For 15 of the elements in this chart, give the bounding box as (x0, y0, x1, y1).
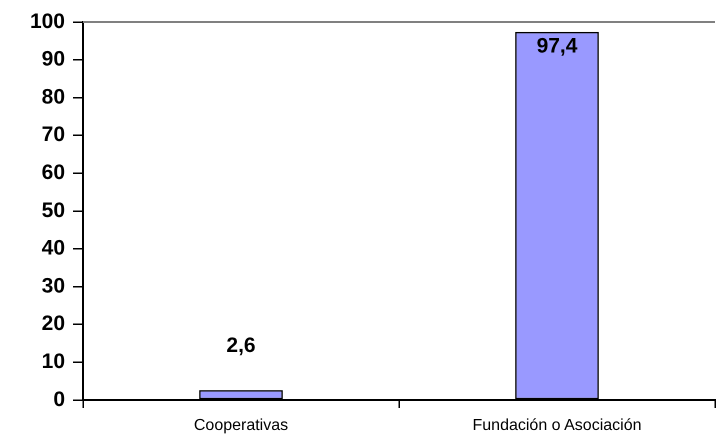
data-label: 2,6 (226, 334, 256, 357)
y-tick-label: 80 (42, 85, 65, 108)
y-tick-label: 20 (42, 312, 65, 336)
y-tick-label: 30 (42, 274, 65, 298)
y-tick-label: 100 (30, 10, 65, 33)
x-tick-label: Cooperativas (194, 417, 288, 434)
data-label: 97,4 (536, 34, 578, 58)
x-tick-label: Fundación o Asociación (472, 417, 642, 434)
y-tick-label: 90 (42, 48, 65, 71)
y-tick-label: 70 (42, 123, 65, 146)
y-tick-label: 40 (42, 236, 65, 260)
y-tick-label: 10 (42, 350, 65, 373)
y-tick-label: 0 (53, 388, 65, 411)
y-tick-label: 50 (42, 198, 65, 222)
y-tick-label: 60 (42, 160, 65, 184)
